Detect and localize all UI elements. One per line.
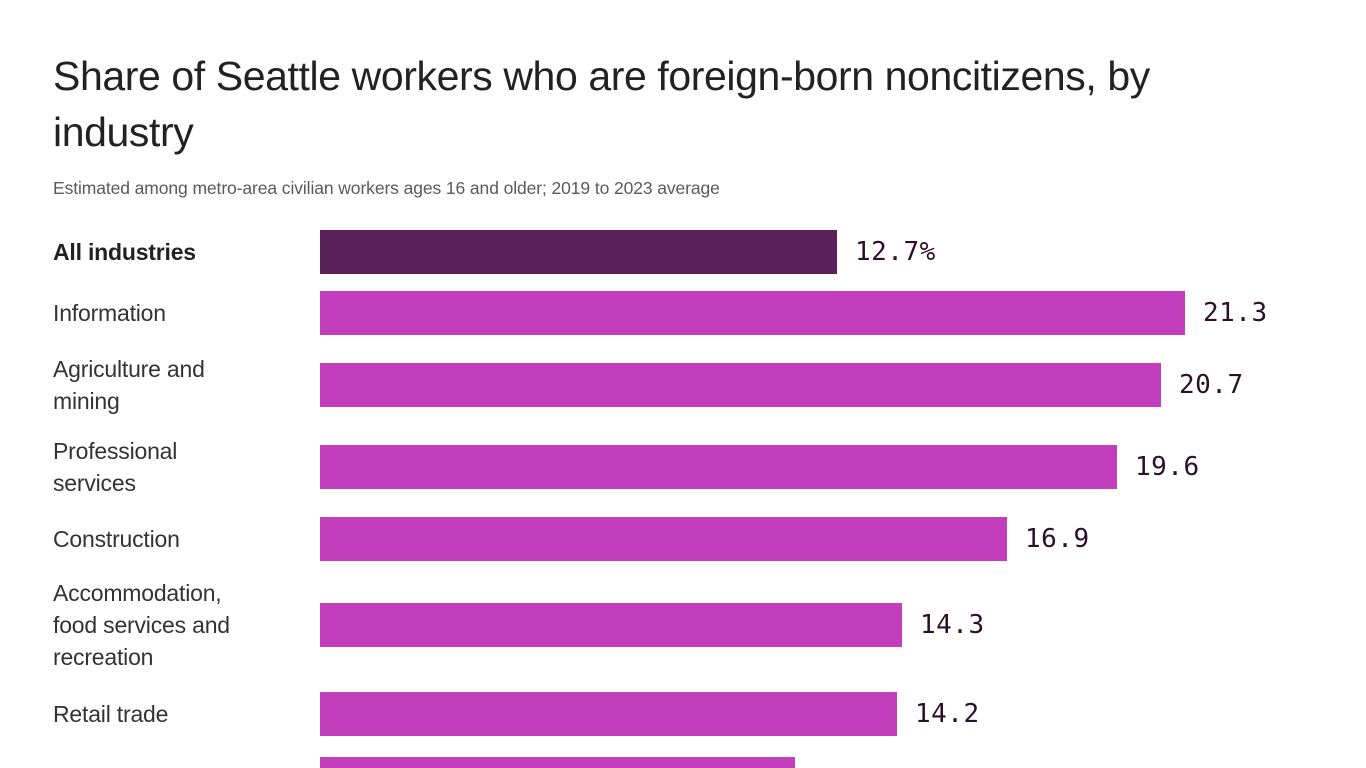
bar-row: Accommodation, food services and recreatio… bbox=[0, 580, 1366, 670]
bar-row: Information 21.3 bbox=[0, 291, 1366, 335]
bar-value-label: 19.6 bbox=[1135, 452, 1200, 482]
bar-category-label: Information bbox=[53, 297, 303, 329]
bar-category-label-line: Transportation and bbox=[53, 763, 303, 768]
page-title: Share of Seattle workers who are foreign… bbox=[53, 53, 1150, 155]
bar-fill[interactable] bbox=[320, 757, 795, 768]
bar-fill[interactable] bbox=[320, 603, 902, 647]
bar-category-label-line: Professional bbox=[53, 438, 178, 464]
bar-track bbox=[320, 291, 1185, 335]
bar-value-label: 12.7% bbox=[855, 237, 936, 267]
bar-category-label-line: Accommodation, bbox=[53, 580, 222, 606]
bar-track bbox=[320, 230, 837, 274]
bar-row: Retail trade 14.2 bbox=[0, 692, 1366, 736]
bar-category-label: Accommodation, food services and recreatio… bbox=[53, 577, 303, 673]
bar-track bbox=[320, 692, 897, 736]
bar-category-label: Retail trade bbox=[53, 698, 303, 730]
bar-value-label: 21.3 bbox=[1203, 298, 1268, 328]
bar-row: Professional services 19.6 bbox=[0, 438, 1366, 496]
chart-subtitle: Estimated among metro-area civilian work… bbox=[53, 178, 720, 198]
bar-track bbox=[320, 757, 795, 768]
bar-value-label: 16.9 bbox=[1025, 524, 1090, 554]
bar-category-label-line: recreation bbox=[53, 644, 154, 670]
bar-category-label-line: Agriculture and bbox=[53, 356, 205, 382]
bar-category-label-line: food services and bbox=[53, 612, 230, 638]
bar-category-label-line: Construction bbox=[53, 526, 180, 552]
bar-category-label-line: All industries bbox=[53, 239, 196, 265]
bar-chart: All industries 12.7% Information 21.3 Agricu… bbox=[0, 224, 1366, 768]
bar-value-label: 14.3 bbox=[920, 610, 985, 640]
bar-value-label: 14.2 bbox=[915, 699, 980, 729]
bar-row: Agriculture and mining 20.7 bbox=[0, 356, 1366, 414]
bar-value-label: 20.7 bbox=[1179, 370, 1244, 400]
bar-fill[interactable] bbox=[320, 517, 1007, 561]
bar-track bbox=[320, 445, 1117, 489]
bar-category-label-line: mining bbox=[53, 388, 120, 414]
bar-fill[interactable] bbox=[320, 230, 837, 274]
bar-category-label: Construction bbox=[53, 523, 303, 555]
bar-track bbox=[320, 603, 902, 647]
bar-fill[interactable] bbox=[320, 363, 1161, 407]
bar-category-label: All industries bbox=[53, 236, 303, 268]
bar-category-label-line: Information bbox=[53, 300, 166, 326]
chart-header: Share of Seattle workers who are foreign… bbox=[53, 48, 1283, 199]
bar-row: All industries 12.7% bbox=[0, 230, 1366, 274]
bar-track bbox=[320, 517, 1007, 561]
bar-row: Construction 16.9 bbox=[0, 517, 1366, 561]
bar-row: Transportation and bbox=[0, 757, 1366, 768]
bar-fill[interactable] bbox=[320, 291, 1185, 335]
bar-category-label: Professional services bbox=[53, 435, 303, 499]
bar-category-label-line: services bbox=[53, 470, 136, 496]
bar-category-label: Agriculture and mining bbox=[53, 353, 303, 417]
bar-category-label-line: Retail trade bbox=[53, 701, 169, 727]
bar-track bbox=[320, 363, 1161, 407]
bar-fill[interactable] bbox=[320, 692, 897, 736]
bar-fill[interactable] bbox=[320, 445, 1117, 489]
bar-category-label: Transportation and bbox=[53, 763, 303, 768]
